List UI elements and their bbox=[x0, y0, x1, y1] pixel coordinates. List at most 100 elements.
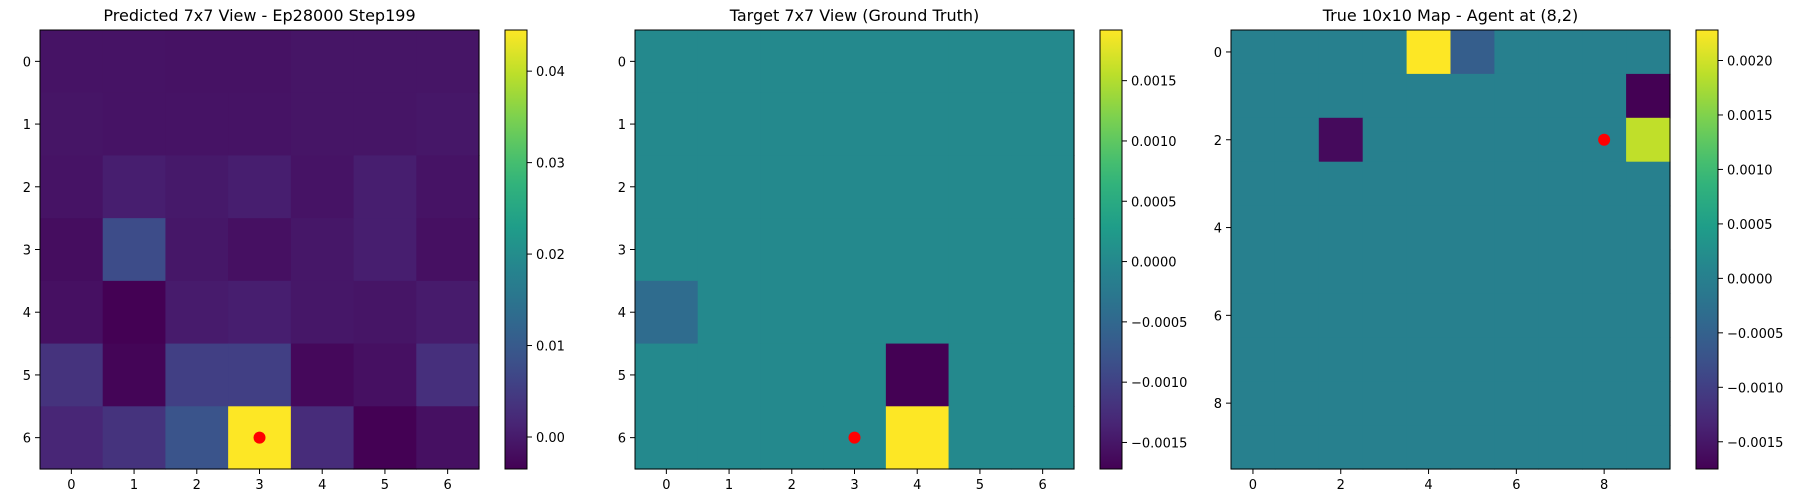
heatmap-cell bbox=[1362, 381, 1408, 426]
heatmap-cell bbox=[1231, 73, 1276, 119]
heatmap-cell bbox=[1450, 205, 1495, 251]
chart-title: Target 7x7 View (Ground Truth) bbox=[729, 6, 980, 25]
heatmap-cell bbox=[1406, 161, 1452, 207]
heatmap-cell bbox=[1450, 73, 1495, 119]
heatmap-cell bbox=[1274, 205, 1320, 251]
heatmap-cell bbox=[102, 280, 167, 345]
y-tick-label: 3 bbox=[23, 244, 31, 259]
heatmap-cell bbox=[885, 343, 950, 407]
heatmap-cell bbox=[823, 30, 887, 94]
heatmap-cell bbox=[102, 218, 167, 282]
colorbar-tick-label: 0.0020 bbox=[1727, 55, 1773, 70]
colorbar-tick-label: 0.0005 bbox=[1727, 218, 1773, 233]
heatmap-cell bbox=[1231, 381, 1276, 426]
y-tick-label: 1 bbox=[23, 118, 31, 133]
chart-title: True 10x10 Map - Agent at (8,2) bbox=[1322, 6, 1579, 25]
heatmap-cell bbox=[165, 30, 229, 94]
heatmap-cell bbox=[40, 92, 104, 157]
x-tick-label: 0 bbox=[662, 478, 670, 493]
heatmap-cell bbox=[353, 343, 417, 407]
heatmap-cell bbox=[165, 343, 229, 407]
heatmap-cell bbox=[290, 218, 355, 282]
colorbar-tick-label: 0.0015 bbox=[1727, 109, 1773, 124]
heatmap-cell bbox=[1538, 293, 1583, 338]
heatmap-cell bbox=[1231, 117, 1276, 163]
heatmap-cell bbox=[1274, 249, 1320, 294]
y-tick-label: 5 bbox=[23, 369, 31, 384]
colorbar-tick-label: −0.0015 bbox=[1131, 436, 1187, 451]
heatmap-cell bbox=[1231, 337, 1276, 382]
heatmap-cell bbox=[697, 92, 762, 157]
heatmap-cell bbox=[416, 280, 480, 345]
x-tick-label: 0 bbox=[67, 478, 75, 493]
heatmap-cell bbox=[1362, 30, 1408, 75]
heatmap-cell bbox=[760, 280, 824, 345]
heatmap-cell bbox=[697, 218, 762, 282]
heatmap-cell bbox=[1362, 249, 1408, 294]
heatmap-cell bbox=[1538, 161, 1583, 207]
heatmap-cell bbox=[760, 30, 824, 94]
heatmap-cell bbox=[1231, 205, 1276, 251]
chart-title: Predicted 7x7 View - Ep28000 Step199 bbox=[103, 6, 415, 25]
heatmap-cell bbox=[1538, 205, 1583, 251]
x-tick-label: 6 bbox=[1512, 478, 1520, 493]
y-tick-label: 4 bbox=[618, 306, 626, 321]
heatmap-cell bbox=[1626, 249, 1671, 294]
y-tick-label: 4 bbox=[23, 306, 31, 321]
y-tick-label: 2 bbox=[1214, 134, 1222, 149]
heatmap-cell bbox=[697, 406, 762, 470]
x-tick-label: 0 bbox=[1249, 478, 1257, 493]
heatmap-cell bbox=[1318, 30, 1364, 75]
heatmap-cell bbox=[353, 280, 417, 345]
heatmap-cell bbox=[635, 343, 699, 407]
heatmap-cell bbox=[290, 406, 355, 470]
heatmap-cell bbox=[1494, 205, 1539, 251]
colorbar-tick-label: −0.0015 bbox=[1727, 436, 1783, 451]
heatmap-cell bbox=[1626, 73, 1671, 119]
heatmap-cell bbox=[290, 343, 355, 407]
heatmap-cell bbox=[1494, 249, 1539, 294]
heatmap-cell bbox=[823, 280, 887, 345]
heatmap-cell bbox=[1582, 337, 1627, 382]
heatmap-cell bbox=[1362, 293, 1408, 338]
heatmap-cell bbox=[635, 92, 699, 157]
heatmap-cell bbox=[1450, 381, 1495, 426]
heatmap-cell bbox=[1406, 30, 1452, 75]
heatmap-cell bbox=[1318, 73, 1364, 119]
heatmap-cell bbox=[1538, 337, 1583, 382]
heatmap-cell bbox=[1450, 293, 1495, 338]
heatmap-cell bbox=[165, 406, 229, 470]
heatmap-cell bbox=[228, 280, 292, 345]
heatmap-cell bbox=[760, 406, 824, 470]
heatmap-cell bbox=[823, 218, 887, 282]
heatmap-cell bbox=[885, 30, 950, 94]
heatmap-cell bbox=[1362, 73, 1408, 119]
heatmap-cell bbox=[635, 30, 699, 94]
heatmap-cell bbox=[948, 30, 1012, 94]
heatmap-cell bbox=[1231, 293, 1276, 338]
heatmap-cell bbox=[1318, 381, 1364, 426]
heatmap-cell bbox=[1538, 117, 1583, 163]
heatmap-cell bbox=[1626, 425, 1671, 470]
heatmap-cell bbox=[290, 92, 355, 157]
agent-marker bbox=[1598, 133, 1611, 146]
heatmap-cell bbox=[1362, 337, 1408, 382]
heatmap-cell bbox=[1494, 337, 1539, 382]
heatmap-cell bbox=[1626, 117, 1671, 163]
heatmap-cell bbox=[1231, 30, 1276, 75]
heatmap-cell bbox=[1626, 337, 1671, 382]
heatmap-cell bbox=[1318, 117, 1364, 163]
heatmap-cell bbox=[635, 280, 699, 345]
y-tick-label: 2 bbox=[618, 181, 626, 196]
heatmap-cell bbox=[823, 92, 887, 157]
heatmap-cell bbox=[697, 280, 762, 345]
heatmap-panel-2: 0 1 2 3 4 5 6 0 1 2 3 4 5 6 Target 7x7 View (Ground Tr… bbox=[618, 6, 1188, 493]
heatmap-cell bbox=[948, 218, 1012, 282]
colorbar-tick-label: −0.0005 bbox=[1131, 316, 1187, 331]
agent-marker bbox=[848, 431, 861, 444]
heatmap-cell bbox=[1274, 161, 1320, 207]
heatmap-cell bbox=[1231, 249, 1276, 294]
heatmap-cell bbox=[1318, 249, 1364, 294]
heatmap-cell bbox=[353, 406, 417, 470]
heatmap-cell bbox=[1406, 381, 1452, 426]
